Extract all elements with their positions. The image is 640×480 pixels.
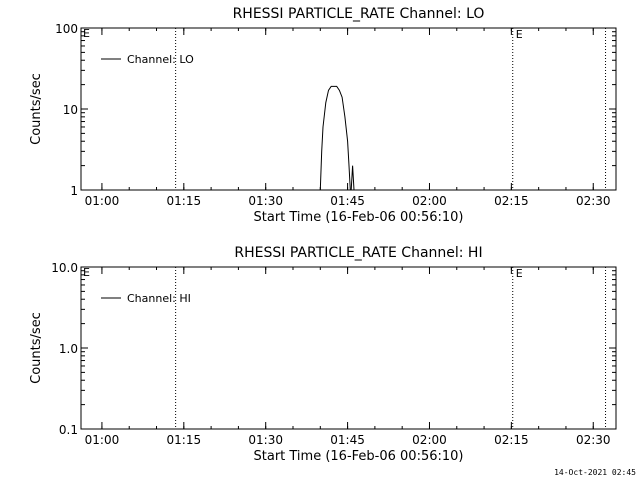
chart-2-left-marker: E [83, 266, 90, 279]
chart-2-xtick-label: 02:30 [576, 433, 611, 447]
chart-1-series-line [319, 85, 351, 191]
chart-1-xtick-label: 02:00 [412, 194, 447, 208]
chart-1-series-line [350, 165, 355, 191]
chart-1-legend-label: Channel: LO [127, 53, 194, 66]
chart-2-xtick-label: 01:00 [85, 433, 120, 447]
chart-1-y-axis-label: Counts/sec [29, 73, 44, 145]
chart-2-xtick-label: 01:15 [167, 433, 202, 447]
chart-2-ytick-label: 1.0 [59, 342, 78, 356]
chart-2-xtick-label: 01:45 [330, 433, 365, 447]
chart-2-vline-label: E [516, 267, 523, 280]
chart-2-xtick-label: 01:30 [248, 433, 283, 447]
chart-1-ytick-label: 10 [63, 103, 78, 117]
chart-1-xtick-label: 01:15 [167, 194, 202, 208]
chart-1-title: RHESSI PARTICLE_RATE Channel: LO [233, 6, 485, 22]
chart-1-xtick-label: 01:45 [330, 194, 365, 208]
chart-1-xtick-label: 02:30 [576, 194, 611, 208]
chart-1-xtick-label: 02:15 [494, 194, 529, 208]
chart-2-ytick-label: 0.1 [59, 423, 78, 437]
chart-2-xtick-label: 02:00 [412, 433, 447, 447]
chart-2-x-axis-label: Start Time (16-Feb-06 00:56:10) [254, 449, 464, 464]
chart-2-y-axis-label: Counts/sec [29, 312, 44, 384]
chart-2-ytick-label: 10.0 [51, 261, 78, 275]
chart-1-ytick-label: 100 [55, 22, 78, 36]
chart-1-ytick-label: 1 [70, 184, 78, 198]
chart-2-title: RHESSI PARTICLE_RATE Channel: HI [234, 245, 482, 261]
chart-1-vline-label: E [516, 28, 523, 41]
chart-1-x-axis-label: Start Time (16-Feb-06 00:56:10) [254, 210, 464, 225]
chart-2-xtick-label: 02:15 [494, 433, 529, 447]
chart-2-legend-label: Channel: HI [127, 292, 191, 305]
chart-1-xtick-label: 01:30 [248, 194, 283, 208]
timestamp: 14-Oct-2021 02:45 [554, 468, 636, 477]
chart-1-left-marker: E [83, 27, 90, 40]
chart-1-xtick-label: 01:00 [85, 194, 120, 208]
